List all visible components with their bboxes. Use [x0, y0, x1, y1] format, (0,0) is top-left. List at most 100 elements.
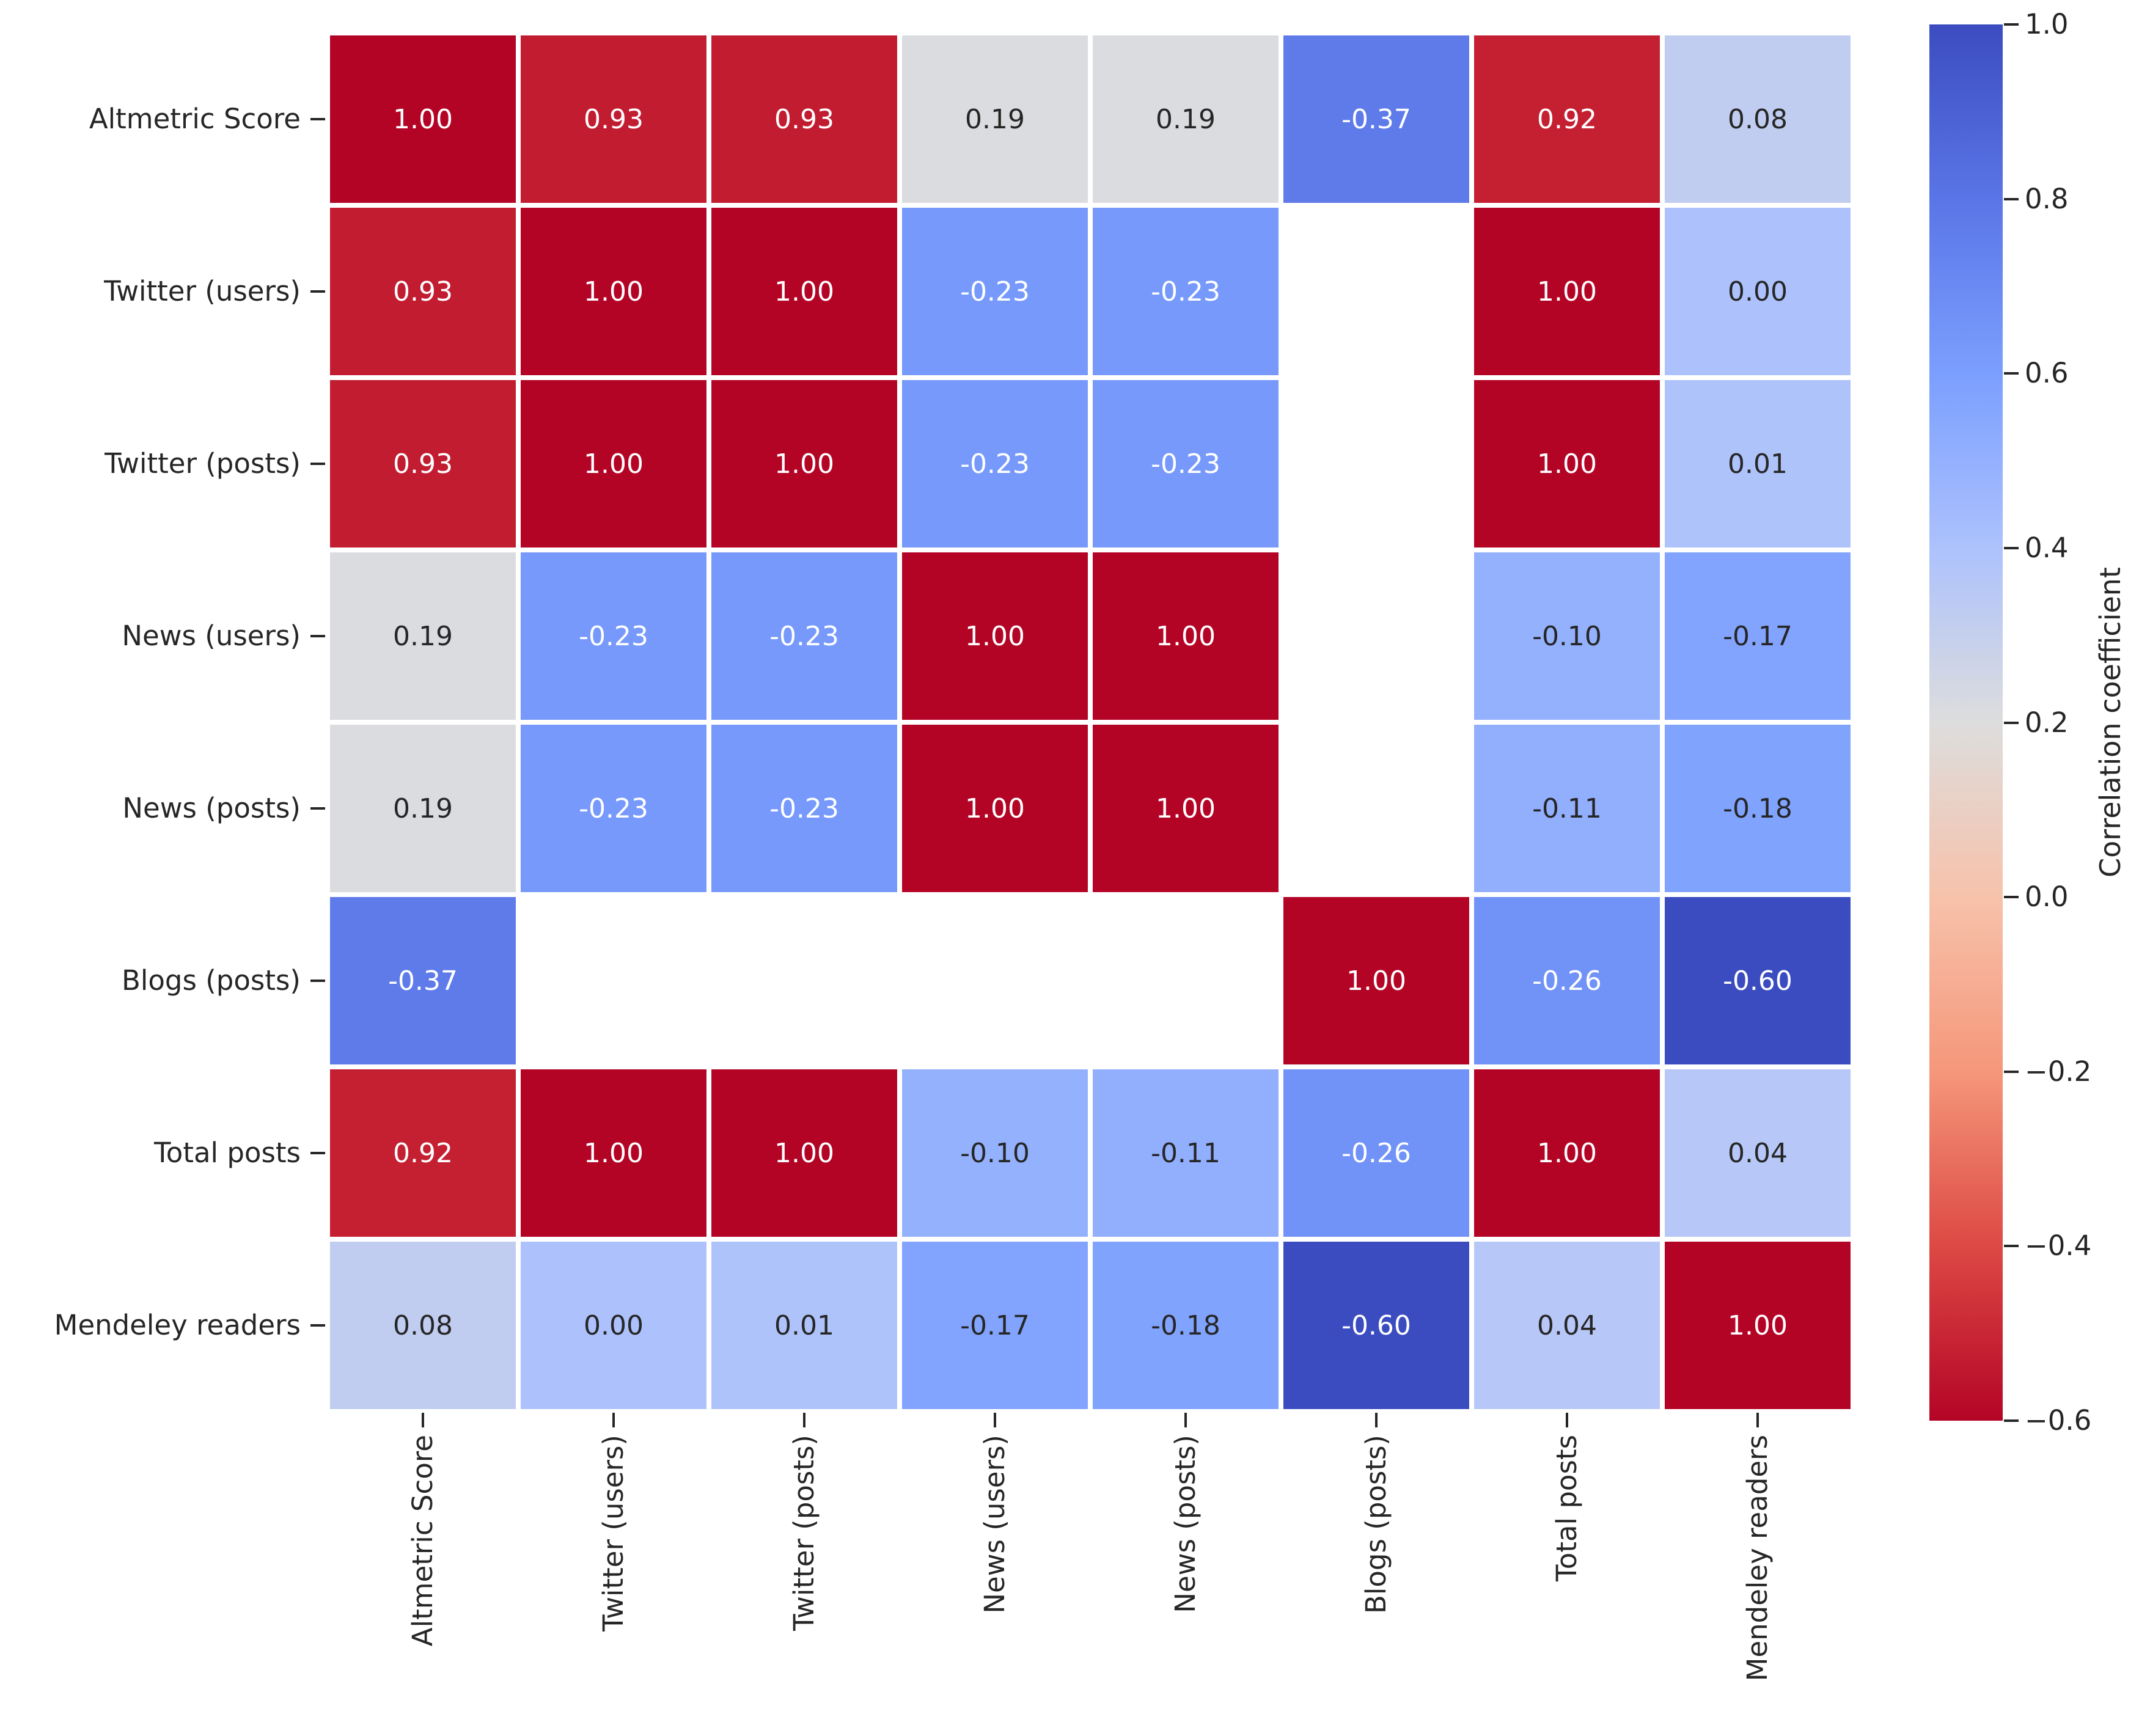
heatmap-cell: -0.23: [518, 722, 709, 895]
column-label: Total posts: [1550, 1435, 1583, 1582]
colorbar-tick-mark: [2004, 1070, 2019, 1073]
heatmap-cell: 0.00: [518, 1239, 709, 1412]
heatmap-cell: -0.11: [1472, 722, 1662, 895]
colorbar-tick-mark: [2004, 372, 2019, 375]
heatmap-cell: 0.19: [328, 550, 518, 722]
column-label: Altmetric Score: [406, 1435, 439, 1647]
x-tick-mark: [1566, 1413, 1568, 1427]
column-label: Twitter (users): [597, 1435, 629, 1632]
heatmap-cell: 1.00: [328, 33, 518, 205]
colorbar-tick-label: 0.2: [2025, 706, 2069, 739]
row-label: News (users): [122, 620, 301, 652]
x-tick-mark: [1184, 1413, 1187, 1427]
heatmap-cell: -0.23: [900, 378, 1090, 550]
heatmap-cell: -0.60: [1281, 1239, 1472, 1412]
colorbar-tick-label: 0.6: [2025, 357, 2069, 390]
heatmap-cell: -0.26: [1281, 1067, 1472, 1239]
heatmap-cell: -0.11: [1090, 1067, 1281, 1239]
heatmap-cell: 0.92: [328, 1067, 518, 1239]
y-tick-mark: [310, 463, 325, 465]
heatmap-cell: -0.18: [1662, 722, 1853, 895]
heatmap-cell: -0.17: [900, 1239, 1090, 1412]
y-tick-mark: [310, 290, 325, 293]
heatmap-cell: -0.10: [900, 1067, 1090, 1239]
x-tick-mark: [1756, 1413, 1759, 1427]
heatmap-cell: 1.00: [1472, 1067, 1662, 1239]
colorbar-tick-mark: [2004, 721, 2019, 724]
colorbar-tick-label: 0.4: [2025, 531, 2069, 564]
row-label: Twitter (posts): [105, 447, 301, 480]
heatmap-cell: 0.00: [1662, 205, 1853, 378]
heatmap-cell: -0.26: [1472, 895, 1662, 1067]
colorbar-tick-label: −0.4: [2025, 1229, 2092, 1262]
colorbar-label-wrap: Correlation coefficient: [2077, 24, 2144, 1421]
heatmap-cell: 1.00: [518, 1067, 709, 1239]
heatmap-cell: 0.19: [328, 722, 518, 895]
x-tick-mark: [1375, 1413, 1378, 1427]
heatmap-cell: -0.10: [1472, 550, 1662, 722]
heatmap-cell: -0.18: [1090, 1239, 1281, 1412]
heatmap-cell: 0.92: [1472, 33, 1662, 205]
colorbar-tick-mark: [2004, 1419, 2019, 1422]
colorbar-tick-mark: [2004, 1245, 2019, 1248]
heatmap-cell: 0.04: [1662, 1067, 1853, 1239]
heatmap-cell: -0.17: [1662, 550, 1853, 722]
y-tick-mark: [310, 1152, 325, 1154]
colorbar-tick-mark: [2004, 546, 2019, 549]
column-label: News (users): [978, 1435, 1011, 1614]
heatmap-cell: 1.00: [900, 722, 1090, 895]
colorbar-gradient: [1929, 24, 2003, 1421]
heatmap-cell: 0.93: [518, 33, 709, 205]
row-label: Total posts: [153, 1137, 301, 1169]
heatmap-cell: 1.00: [1281, 895, 1472, 1067]
column-label: News (posts): [1169, 1435, 1202, 1613]
heatmap-cell: -0.23: [518, 550, 709, 722]
heatmap-cell: 0.19: [1090, 33, 1281, 205]
y-tick-mark: [310, 980, 325, 982]
colorbar-tick-label: 0.0: [2025, 881, 2069, 914]
heatmap-cell: 0.01: [1662, 378, 1853, 550]
heatmap-cell: 1.00: [518, 205, 709, 378]
heatmap-cell: -0.23: [1090, 378, 1281, 550]
heatmap-cell: 0.08: [328, 1239, 518, 1412]
heatmap-cell: 0.01: [709, 1239, 900, 1412]
heatmap-cell: -0.23: [900, 205, 1090, 378]
colorbar-tick-mark: [2004, 23, 2019, 26]
heatmap-cell: -0.60: [1662, 895, 1853, 1067]
x-tick-mark: [422, 1413, 424, 1427]
colorbar-tick-mark: [2004, 197, 2019, 200]
x-tick-mark: [803, 1413, 805, 1427]
heatmap-cell: 0.93: [328, 378, 518, 550]
y-tick-mark: [310, 807, 325, 810]
heatmap-cell: -0.37: [328, 895, 518, 1067]
y-tick-mark: [310, 1324, 325, 1327]
heatmap-cell: 0.93: [709, 33, 900, 205]
heatmap-cell: 1.00: [709, 1067, 900, 1239]
heatmap-cell: 1.00: [1472, 378, 1662, 550]
x-tick-mark: [612, 1413, 615, 1427]
heatmap-cell: -0.23: [1090, 205, 1281, 378]
row-label: Twitter (users): [104, 275, 301, 307]
heatmap-cell: -0.23: [709, 722, 900, 895]
colorbar-axis-label: Correlation coefficient: [2094, 567, 2127, 878]
row-label: Mendeley readers: [54, 1309, 301, 1341]
heatmap-cell: 0.93: [328, 205, 518, 378]
heatmap-cell: 1.00: [709, 378, 900, 550]
colorbar-tick-mark: [2004, 896, 2019, 899]
heatmap-cell: 0.08: [1662, 33, 1853, 205]
heatmap-cell: -0.23: [709, 550, 900, 722]
row-label: Altmetric Score: [89, 103, 301, 135]
colorbar-tick-label: −0.6: [2025, 1404, 2092, 1437]
heatmap-cell: 0.04: [1472, 1239, 1662, 1412]
y-tick-mark: [310, 118, 325, 120]
row-label: Blogs (posts): [122, 964, 301, 997]
heatmap-cell: 1.00: [1090, 722, 1281, 895]
colorbar-tick-label: 1.0: [2025, 8, 2069, 40]
column-label: Blogs (posts): [1360, 1435, 1392, 1614]
y-tick-mark: [310, 635, 325, 637]
heatmap-cell: 1.00: [1090, 550, 1281, 722]
row-label: News (posts): [122, 792, 301, 824]
heatmap-cell: 1.00: [709, 205, 900, 378]
heatmap-cell: -0.37: [1281, 33, 1472, 205]
